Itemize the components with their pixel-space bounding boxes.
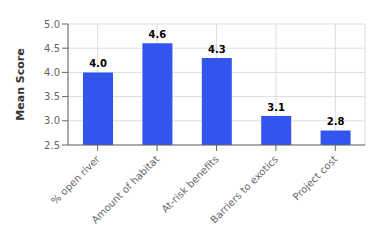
- svg-text:4.5: 4.5: [44, 43, 60, 54]
- svg-text:4.3: 4.3: [208, 44, 226, 55]
- svg-text:Project cost: Project cost: [291, 153, 340, 202]
- svg-text:Mean Score: Mean Score: [14, 48, 27, 120]
- svg-text:4.0: 4.0: [44, 67, 60, 78]
- svg-text:Barriers to exotics: Barriers to exotics: [208, 153, 280, 225]
- svg-text:At-risk benefits: At-risk benefits: [159, 153, 220, 214]
- svg-text:3.1: 3.1: [267, 102, 285, 113]
- svg-text:2.5: 2.5: [44, 140, 60, 151]
- svg-text:4.6: 4.6: [149, 29, 167, 40]
- svg-text:3.0: 3.0: [44, 115, 60, 126]
- svg-text:2.8: 2.8: [327, 116, 345, 127]
- svg-text:3.5: 3.5: [44, 91, 60, 102]
- svg-text:4.0: 4.0: [89, 58, 107, 69]
- svg-text:Amount of habitat: Amount of habitat: [89, 153, 161, 225]
- svg-text:% open river: % open river: [49, 153, 103, 207]
- svg-text:5.0: 5.0: [44, 19, 60, 30]
